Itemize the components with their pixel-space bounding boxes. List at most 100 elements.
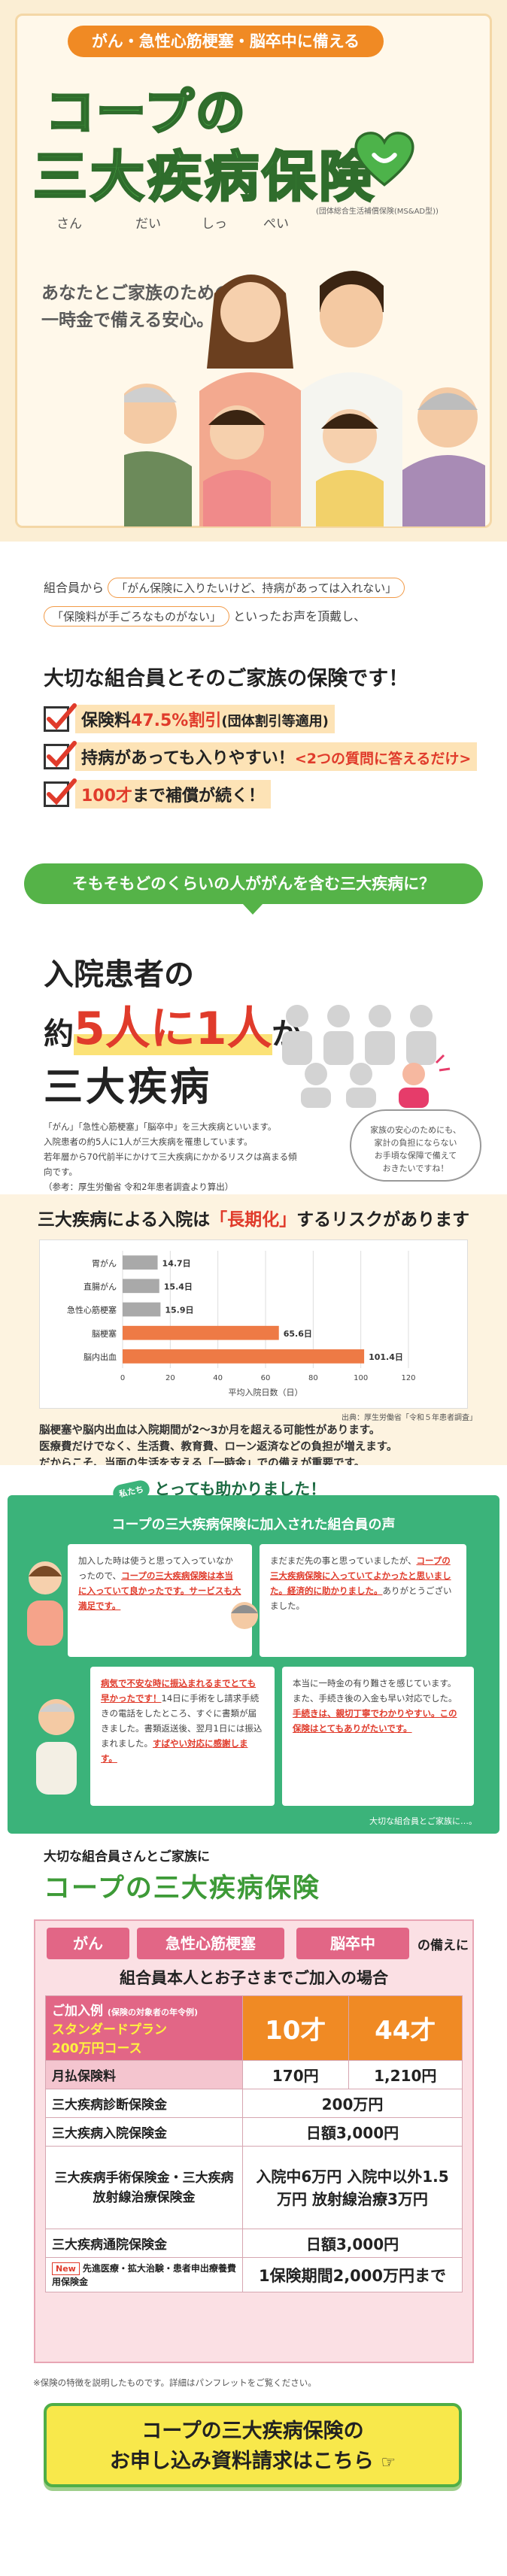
intro-section: そもそもどのくらいの人ががんを含む三大疾病に？ xyxy=(0,837,507,935)
chart-description: 脳梗塞や脳内出血は入院期間が2〜3か月を超える可能性があります。 医療費だけでな… xyxy=(39,1422,468,1465)
ruby-2: だい xyxy=(135,217,161,232)
row-label-new: New 先進医療・拡大治験・患者申出療養費用保険金 xyxy=(45,2257,243,2292)
disclaimer: ※保険の特徴を説明したものです。詳細はパンフレットをご覧ください。 xyxy=(33,2377,317,2388)
tag-tail: の備えに xyxy=(417,1938,469,1953)
voice-3-u: 病気で不安な時に振込まれるまでとても早かったです！ xyxy=(101,1678,257,1704)
bar xyxy=(123,1279,159,1294)
check-icon xyxy=(44,703,77,732)
age-cell-1: 10才 xyxy=(242,1995,349,2061)
plan-cell: ご加入例 (保険の対象者の年令例) スタンダードプラン 200万円コース xyxy=(45,1995,243,2061)
stat-line3: 三大疾病 xyxy=(44,1065,213,1110)
benefit-item-3-text: 100才まで補償が続く！ xyxy=(75,780,271,809)
category-label: 急性心筋梗塞 xyxy=(67,1305,117,1315)
table-row: 月払保険料 170円 1,210円 xyxy=(45,2060,463,2089)
speech-line4: おきたいですね！ xyxy=(382,1164,449,1173)
hero-lead-line2: 一時金で備える安心。 xyxy=(41,311,214,330)
benefits-line1: 組合員から 「がん保険に入りたいけど、持病があっては入れない」 xyxy=(44,578,405,598)
row-value-2: 1,210円 xyxy=(348,2060,463,2089)
stat-p1: 「がん」「急性心筋梗塞」「脳卒中」を三大疾病といいます。 xyxy=(44,1121,277,1132)
voice-card-1: 加入した時は使うと思って入っていなかったので、コープの三大疾病保険は本当に入って… xyxy=(68,1544,252,1657)
plan-course: 200万円コース xyxy=(52,2041,142,2056)
benefit-item-2: 持病があっても入りやすい！<2つの質問に答えるだけ> xyxy=(44,741,478,772)
voice-card-2: まだまだ先の事と思っていましたが、コープの三大疾病保険に入っていてよかったと思い… xyxy=(260,1544,466,1657)
chart-desc3: だからこそ、当面の生活を支える「一時金」での備えが重要です。 xyxy=(39,1458,366,1465)
example-label: ご加入例 xyxy=(52,2004,103,2019)
x-tick-label: 80 xyxy=(308,1374,318,1382)
benefit-1-a: 保険料 xyxy=(81,712,132,730)
category-label: 脳梗塞 xyxy=(92,1328,117,1339)
table-row: 三大疾病手術保険金・三大疾病放射線治療保険金 入院中6万円 入院中以外1.5万円… xyxy=(45,2146,463,2229)
data-label: 65.6日 xyxy=(284,1329,312,1339)
stat-line2: 約5人に1人が xyxy=(44,992,302,1057)
hero-top-pill: がん・急性心筋梗塞・脳卒中に備える xyxy=(68,26,384,57)
avatar-woman-1 xyxy=(27,1561,63,1646)
hero-title-line2: 三大疾病保険 xyxy=(32,144,377,210)
row-label: 三大疾病入院保険金 xyxy=(45,2117,243,2147)
stat-line2-b: 5人に1人 xyxy=(74,1003,272,1055)
benefit-item-2-text: 持病があっても入りやすい！<2つの質問に答えるだけ> xyxy=(75,742,478,771)
product-case: 組合員本人とお子さまでご加入の場合 xyxy=(120,1969,388,1987)
chart-title-b: 「長期化」 xyxy=(210,1210,297,1230)
benefits-suffix: といったお声を頂戴し、 xyxy=(233,609,366,624)
data-label: 101.4日 xyxy=(369,1352,403,1362)
tag-stroke: 脳卒中 xyxy=(296,1928,409,1959)
voices-heading: 私たち とっても助かりました！ xyxy=(111,1477,326,1504)
check-icon xyxy=(44,778,77,807)
table-row: 三大疾病診断保険金 200万円 xyxy=(45,2089,463,2118)
voice-bubble-1: 「がん保険に入りたいけど、持病があっては入れない」 xyxy=(108,578,405,598)
stat-p3: 若年層から70代前半にかけて三大疾病にかかるリスクは高まる傾向です。 xyxy=(44,1151,297,1177)
cta-line2-text: お申し込み資料請求はこちら xyxy=(109,2450,374,2473)
row-value: 日額3,000円 xyxy=(242,2229,463,2258)
intro-banner: そもそもどのくらいの人ががんを含む三大疾病に？ xyxy=(24,863,483,915)
x-tick-label: 0 xyxy=(120,1374,125,1382)
benefit-1-b: 47.5%割引 xyxy=(131,712,222,730)
x-tick-label: 120 xyxy=(401,1374,415,1382)
benefits-line2: 「保険料が手ごろなものがない」 といったお声を頂戴し、 xyxy=(44,606,366,627)
table-row: 三大疾病通院保険金 日額3,000円 xyxy=(45,2229,463,2258)
chart-source: 出典：厚生労働省「令和５年患者調査」 xyxy=(342,1414,477,1422)
data-label: 15.9日 xyxy=(165,1306,193,1315)
stat-p4: （参考：厚生労働省 令和2年患者調査より算出） xyxy=(44,1182,234,1192)
table-row: 三大疾病入院保険金 日額3,000円 xyxy=(45,2117,463,2147)
category-label: 直腸がん xyxy=(83,1281,117,1291)
row-label: 三大疾病手術保険金・三大疾病放射線治療保険金 xyxy=(45,2146,243,2229)
bar xyxy=(123,1349,365,1364)
row-value: 1保険期間2,000万円まで xyxy=(242,2257,463,2292)
benefit-2-a: 持病があっても入りやすい！ xyxy=(81,749,295,768)
ruby-1: さん xyxy=(56,217,82,232)
check-icon xyxy=(44,741,77,769)
voice-card-3: 病気で不安な時に振込まれるまでとても早かったです！14日に手術をし請求手続きの電… xyxy=(90,1667,275,1806)
x-axis-label: 平均入院日数（日） xyxy=(229,1387,303,1397)
new-badge: New xyxy=(52,2262,80,2275)
benefits-prefix: 組合員から xyxy=(44,581,105,595)
product-table: ご加入例 (保険の対象者の年令例) スタンダードプラン 200万円コース 10才… xyxy=(45,1995,463,2292)
stat-p2: 入院患者の約5人に1人が三大疾病を罹患しています。 xyxy=(44,1136,253,1147)
x-tick-label: 20 xyxy=(165,1374,175,1382)
bar xyxy=(123,1255,158,1270)
request-materials-button[interactable]: コープの三大疾病保険の お申し込み資料請求はこちら ☞ xyxy=(44,2403,462,2487)
pointing-hand-icon: ☞ xyxy=(381,2453,396,2472)
stat-paragraph: 「がん」「急性心筋梗塞」「脳卒中」を三大疾病といいます。 入院患者の約5人に1人… xyxy=(44,1119,299,1194)
x-tick-label: 40 xyxy=(213,1374,223,1382)
voice-4-a: 本当に一時金の有り難さを感じています。また、手続き後の入金も早い対応でした。 xyxy=(293,1678,457,1704)
voice-bubble-2: 「保険料が手ごろなものがない」 xyxy=(44,606,230,627)
voice-2-b: ありがとうございました。 xyxy=(270,1585,452,1611)
ruby-3: しっ xyxy=(202,217,227,232)
ruby-4: ぺい xyxy=(263,217,289,232)
product-title: コープの三大疾病保険 xyxy=(44,1874,320,1904)
tag-heart: 急性心筋梗塞 xyxy=(137,1928,284,1959)
voices-footer: 大切な組合員とご家族に…。 xyxy=(369,1816,477,1826)
heart-icon xyxy=(354,132,414,187)
family-illustration xyxy=(124,271,485,526)
row-value: 200万円 xyxy=(242,2089,463,2118)
chart-desc1: 脳梗塞や脳内出血は入院期間が2〜3か月を超える可能性があります。 xyxy=(39,1425,381,1437)
voice-2-u: コープの三大疾病保険に入っていてよかったと思いました。経済的に助かりました。 xyxy=(270,1555,451,1596)
row-label: 月払保険料 xyxy=(45,2060,243,2089)
avatar-woman-2 xyxy=(231,1602,258,1629)
data-label: 15.4日 xyxy=(164,1282,193,1291)
product-section: 大切な組合員さんとご家族に コープの三大疾病保険 がん 急性心筋梗塞 脳卒中 の… xyxy=(0,1841,507,2394)
speech-bubble: 家族の安心のためにも、 家計の負担にならない お手頃な保障で備えて おきたいです… xyxy=(350,1109,481,1182)
row-label: 三大疾病診断保険金 xyxy=(45,2089,243,2118)
benefit-3-a: 100才 xyxy=(81,787,132,806)
